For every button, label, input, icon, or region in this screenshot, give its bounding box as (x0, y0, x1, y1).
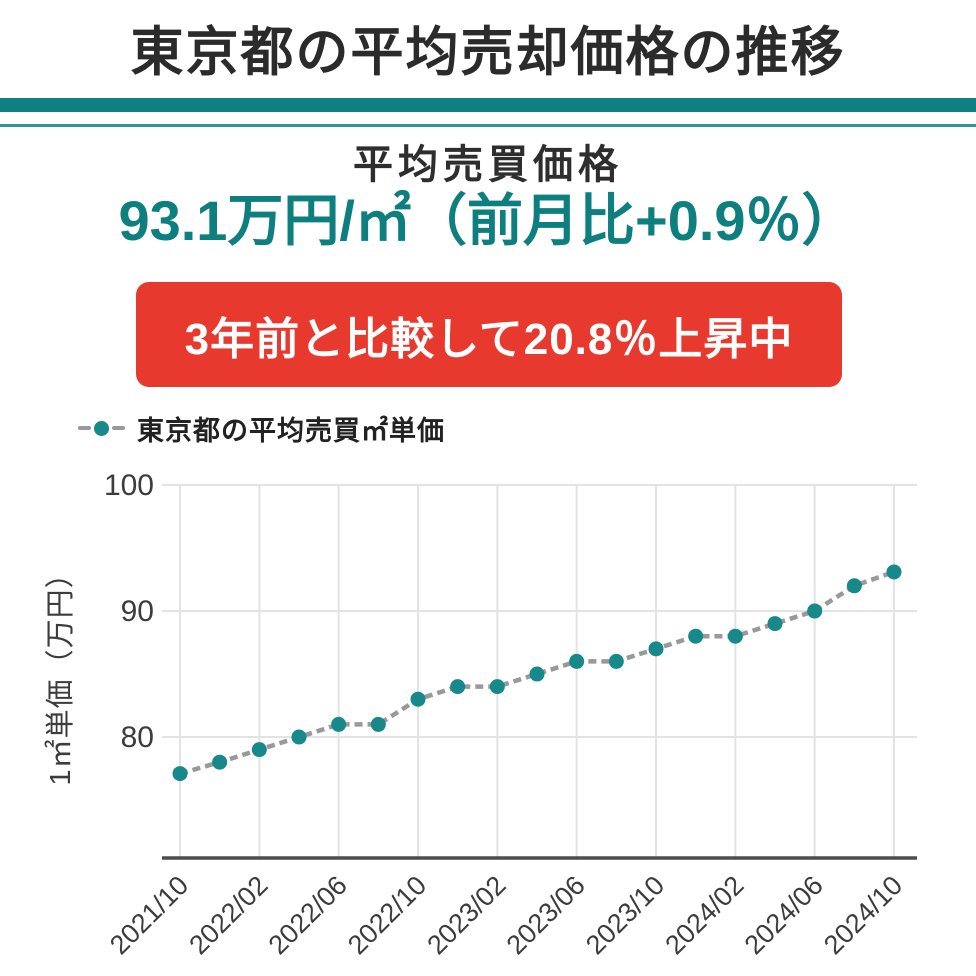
price-section-heading: 平均売買価格 (353, 143, 623, 187)
x-tick-label: 2023/02 (421, 870, 511, 960)
data-point (212, 754, 228, 770)
chart-legend: 東京都の平均売買㎡単価 (78, 410, 445, 446)
data-point (727, 628, 743, 644)
legend-dash-right (112, 426, 125, 430)
data-point (807, 603, 823, 619)
data-point (450, 679, 466, 695)
x-tick-label: 2024/02 (659, 870, 749, 960)
title-divider-thin (0, 124, 976, 127)
legend-dot-icon (94, 420, 109, 436)
price-chart: 80901002021/102022/022022/062022/102023/… (44, 469, 917, 960)
y-tick-label: 90 (121, 595, 154, 628)
x-tick-label: 2022/06 (263, 870, 353, 960)
x-tick-label: 2024/10 (818, 870, 908, 960)
x-tick-label: 2023/10 (580, 870, 670, 960)
comparison-banner: 3年前と比較して20.8％上昇中 (136, 282, 842, 387)
month-over-month-change: （前月比+0.9％） (411, 189, 858, 252)
x-tick-label: 2024/06 (739, 870, 829, 960)
y-axis-title: 1㎡単価（万円） (44, 558, 77, 785)
x-tick-label: 2022/10 (342, 870, 432, 960)
average-price-line: 93.1万円/㎡（前月比+0.9％） (0, 176, 976, 257)
x-tick-label: 2022/02 (183, 870, 273, 960)
data-point (569, 653, 585, 669)
data-point (410, 691, 426, 707)
legend-dash-left (78, 426, 91, 430)
data-point (251, 742, 267, 758)
data-point (648, 641, 664, 657)
x-tick-label: 2023/06 (501, 870, 591, 960)
data-point (688, 628, 704, 644)
legend-line-marker-icon (78, 420, 125, 436)
data-point (846, 578, 862, 594)
page-title: 東京都の平均売却価格の推移 (130, 23, 846, 82)
data-point (767, 616, 783, 632)
y-tick-label: 80 (121, 721, 154, 754)
data-point (489, 679, 505, 695)
comparison-banner-text: 3年前と比較して20.8％上昇中 (184, 314, 794, 364)
y-tick-label: 100 (104, 469, 154, 502)
data-point (529, 666, 545, 682)
data-point (291, 729, 307, 745)
data-point (172, 766, 188, 782)
data-point (331, 716, 347, 732)
data-point (886, 564, 902, 580)
x-tick-label: 2021/10 (104, 870, 194, 960)
legend-series-label: 東京都の平均売買㎡単価 (137, 415, 445, 446)
average-price-value: 93.1万円/㎡ (118, 189, 411, 252)
data-point (608, 653, 624, 669)
title-divider-thick (0, 98, 976, 112)
data-point (370, 716, 386, 732)
